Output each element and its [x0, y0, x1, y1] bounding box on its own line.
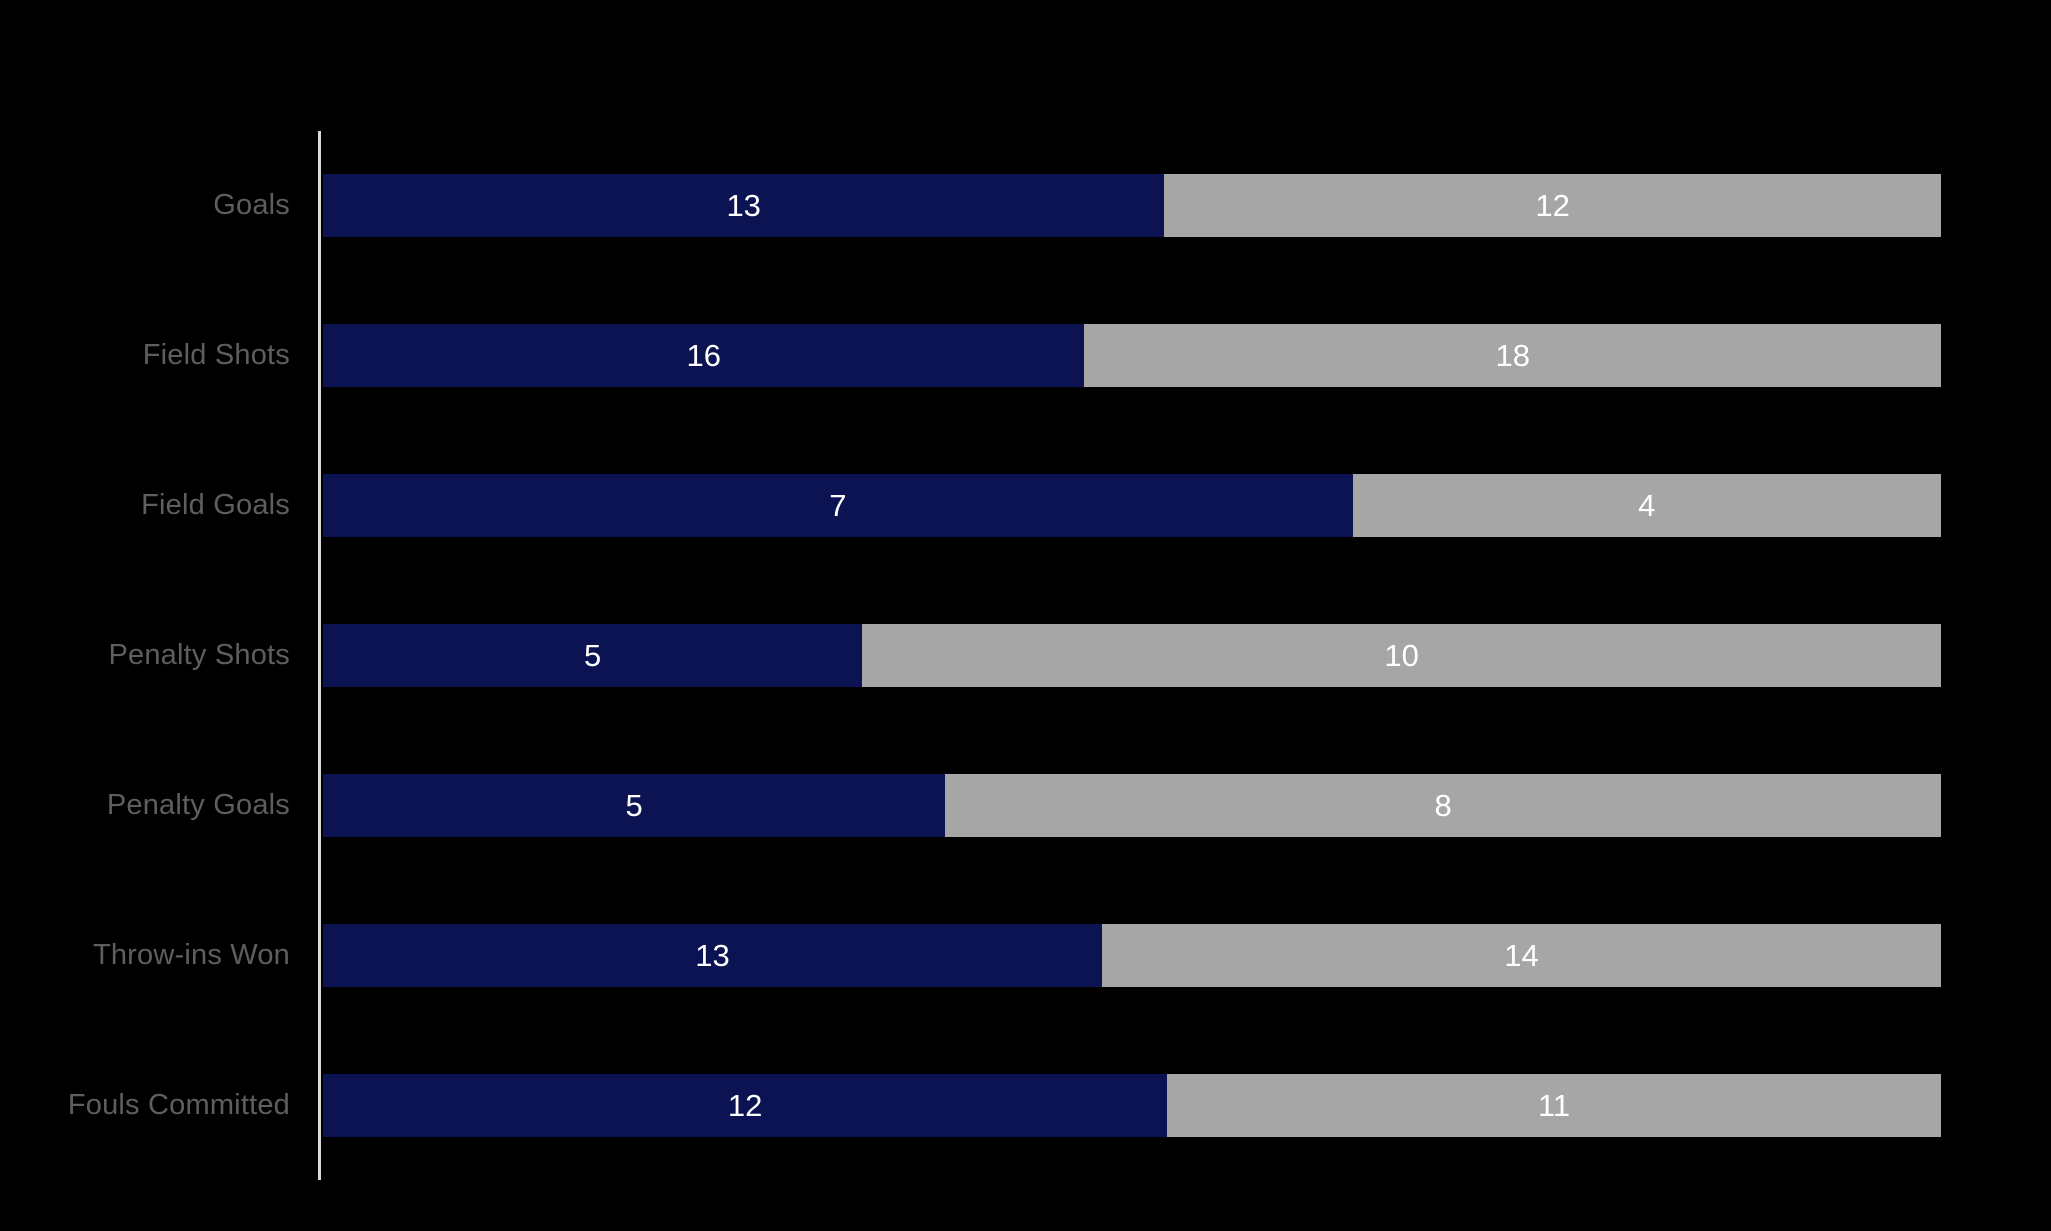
chart-row: Goals 13 12 [0, 131, 2051, 281]
bar-value-label: 14 [1504, 937, 1539, 973]
vertical-axis-line [318, 131, 321, 1180]
bar-segment-gray-series: 10 [862, 623, 1941, 687]
bar-segment-navy-series: 5 [323, 773, 946, 837]
category-label: Penalty Shots [108, 638, 290, 671]
stacked-bar: 12 11 [323, 1073, 1941, 1137]
chart-row: Field Goals 7 4 [0, 431, 2051, 581]
chart-row: Throw-ins Won 13 14 [0, 880, 2051, 1030]
chart-row: Field Shots 16 18 [0, 281, 2051, 431]
stacked-bar: 13 14 [323, 923, 1941, 987]
chart-row: Penalty Goals 5 8 [0, 730, 2051, 880]
bar-segment-gray-series: 12 [1164, 174, 1941, 238]
bar-value-label: 18 [1495, 338, 1530, 374]
category-label: Field Shots [142, 339, 290, 372]
bar-value-label: 12 [727, 1087, 763, 1123]
bar-value-label: 11 [1537, 1087, 1571, 1123]
stacked-bar: 5 10 [323, 623, 1941, 687]
bar-value-label: 5 [625, 787, 643, 823]
bar-segment-navy-series: 13 [323, 923, 1103, 987]
stacked-bar: 16 18 [323, 324, 1941, 388]
bar-segment-navy-series: 13 [323, 174, 1165, 238]
bar-value-label: 8 [1434, 787, 1452, 823]
category-label: Throw-ins Won [92, 938, 290, 971]
bar-segment-gray-series: 18 [1084, 324, 1941, 388]
category-label: Goals [213, 189, 290, 222]
bar-segment-navy-series: 16 [323, 324, 1085, 388]
bar-segment-gray-series: 11 [1167, 1073, 1941, 1137]
bar-value-label: 12 [1535, 188, 1570, 224]
bar-segment-navy-series: 12 [323, 1073, 1168, 1137]
stacked-bar: 13 12 [323, 174, 1941, 238]
bar-value-label: 7 [829, 488, 847, 524]
bar-value-label: 4 [1638, 488, 1656, 524]
category-label: Field Goals [141, 489, 290, 522]
plot-area: Goals 13 12 Field Shots 16 18 Field Goals 7 4 Pen… [0, 131, 2051, 1180]
category-label: Fouls Committed [67, 1088, 290, 1121]
chart-row: Fouls Committed 12 11 [0, 1030, 2051, 1180]
bar-value-label: 13 [726, 188, 761, 224]
bar-value-label: 5 [584, 637, 602, 673]
bar-segment-gray-series: 14 [1102, 923, 1941, 987]
bar-segment-gray-series: 4 [1352, 474, 1941, 538]
bar-segment-navy-series: 5 [323, 623, 863, 687]
bar-value-label: 10 [1384, 637, 1419, 673]
category-label: Penalty Goals [106, 788, 290, 821]
bar-segment-navy-series: 7 [323, 474, 1353, 538]
chart-row: Penalty Shots 5 10 [0, 581, 2051, 731]
bar-value-label: 13 [695, 937, 730, 973]
bar-segment-gray-series: 8 [945, 773, 1941, 837]
bar-value-label: 16 [686, 338, 721, 374]
